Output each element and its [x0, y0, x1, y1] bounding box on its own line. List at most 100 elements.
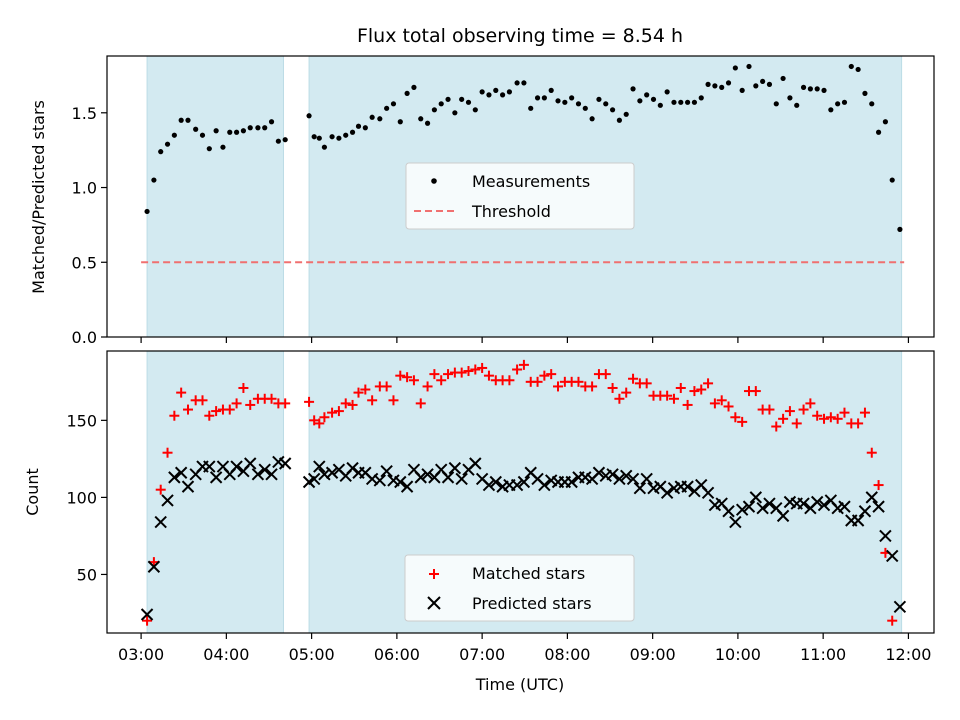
measurement-point: [603, 101, 609, 107]
x-tick-label: 12:00: [885, 645, 931, 664]
predicted-star-point: [181, 480, 195, 493]
measurement-point: [193, 126, 199, 132]
measurement-point: [794, 102, 800, 108]
predicted-star-point: [810, 495, 824, 509]
measurement-point: [479, 89, 485, 95]
matched-star-point: [607, 382, 618, 393]
measurement-point: [268, 119, 275, 125]
matched-star-point: [600, 369, 611, 380]
predicted-star-point: [441, 471, 455, 484]
measurement-point: [247, 125, 253, 131]
predicted-star-point: [620, 469, 633, 483]
measurement-point: [596, 96, 602, 102]
matched-star-point: [662, 390, 673, 401]
measurement-point: [644, 92, 650, 98]
measurement-point: [869, 101, 875, 107]
predicted-star-point: [455, 472, 468, 486]
matched-star-point: [224, 404, 235, 415]
matched-star-point: [231, 398, 242, 409]
observing-interval-1: [146, 350, 284, 634]
matched-star-point: [628, 373, 639, 384]
matched-star-point: [470, 364, 481, 375]
matched-star-point: [853, 418, 864, 429]
measurement-point: [438, 101, 444, 107]
matched-star-point: [812, 410, 823, 421]
predicted-star-point: [756, 501, 769, 515]
measurement-point: [321, 144, 328, 150]
predicted-star-point: [313, 460, 326, 473]
measurement-point: [431, 107, 437, 113]
matched-star-point: [463, 366, 474, 377]
predicted-star-point: [209, 471, 223, 484]
legend-matched-label: Matched stars: [472, 564, 585, 583]
predicted-star-point: [858, 505, 872, 518]
matched-star-point: [238, 382, 249, 393]
matched-star-point: [415, 398, 426, 409]
measurement-point: [329, 134, 335, 140]
matched-star-point: [532, 376, 543, 387]
matched-star-point: [730, 412, 741, 423]
measurement-point: [712, 83, 718, 89]
matched-star-point: [402, 372, 413, 383]
matched-star-point: [587, 381, 598, 392]
matched-stars-points: [142, 359, 898, 626]
matched-star-point: [266, 393, 277, 404]
matched-star-point: [784, 406, 795, 417]
matched-star-point: [333, 406, 344, 417]
measurement-point: [384, 105, 390, 111]
measurement-point: [739, 87, 745, 93]
measurement-point: [158, 149, 164, 155]
ratio-x-ticks: [140, 337, 910, 343]
predicted-star-point: [879, 529, 892, 543]
measurement-point: [343, 132, 349, 138]
predicted-star-point: [265, 468, 278, 481]
predicted-star-point: [380, 464, 393, 478]
matched-star-point: [682, 399, 693, 410]
measurement-point: [424, 120, 431, 126]
measurement-point: [828, 107, 834, 113]
matched-star-point: [641, 378, 652, 389]
matched-star-point: [204, 410, 215, 421]
measurement-point: [465, 99, 472, 105]
predicted-star-point: [886, 549, 899, 563]
measurement-point: [821, 87, 827, 93]
measurement-point: [220, 144, 226, 150]
predicted-star-point: [838, 500, 851, 513]
measurement-point: [369, 114, 375, 120]
y-tick-label: 150: [66, 411, 97, 430]
y-tick-label: 1.0: [72, 179, 97, 198]
x-tick-label: 06:00: [374, 645, 420, 664]
predicted-star-point: [203, 460, 216, 473]
matched-star-point: [388, 395, 399, 406]
x-axis-label: Time (UTC): [475, 675, 564, 694]
matched-star-point: [859, 407, 870, 418]
predicted-star-point: [893, 600, 907, 614]
measurement-point: [780, 75, 786, 82]
matched-star-point: [716, 395, 727, 406]
measurement-point: [548, 87, 554, 93]
measurement-point: [678, 99, 684, 105]
measurement-point: [390, 101, 397, 107]
measurement-point: [609, 107, 616, 113]
predicted-star-point: [851, 514, 865, 527]
ratio-plot-frame: [106, 55, 935, 338]
measurement-point: [637, 98, 643, 104]
predicted-star-point: [763, 497, 776, 510]
matched-star-point: [340, 398, 351, 409]
matched-star-point: [832, 413, 843, 424]
predicted-star-point: [742, 500, 756, 513]
measurement-point: [575, 101, 582, 107]
matched-star-point: [621, 387, 632, 398]
ratio-y-axis-label: Matched/Predicted stars: [29, 100, 48, 294]
measurement-point: [787, 95, 793, 101]
predicted-star-point: [640, 472, 653, 486]
y-tick-label: 100: [66, 488, 97, 507]
measurement-point: [589, 116, 595, 122]
matched-star-point: [477, 362, 488, 373]
legend-measurements-label: Measurements: [472, 172, 590, 191]
matched-star-point: [483, 370, 494, 381]
y-tick-label: 0.5: [72, 253, 97, 272]
matched-star-point: [360, 384, 371, 395]
predicted-star-point: [161, 494, 174, 507]
